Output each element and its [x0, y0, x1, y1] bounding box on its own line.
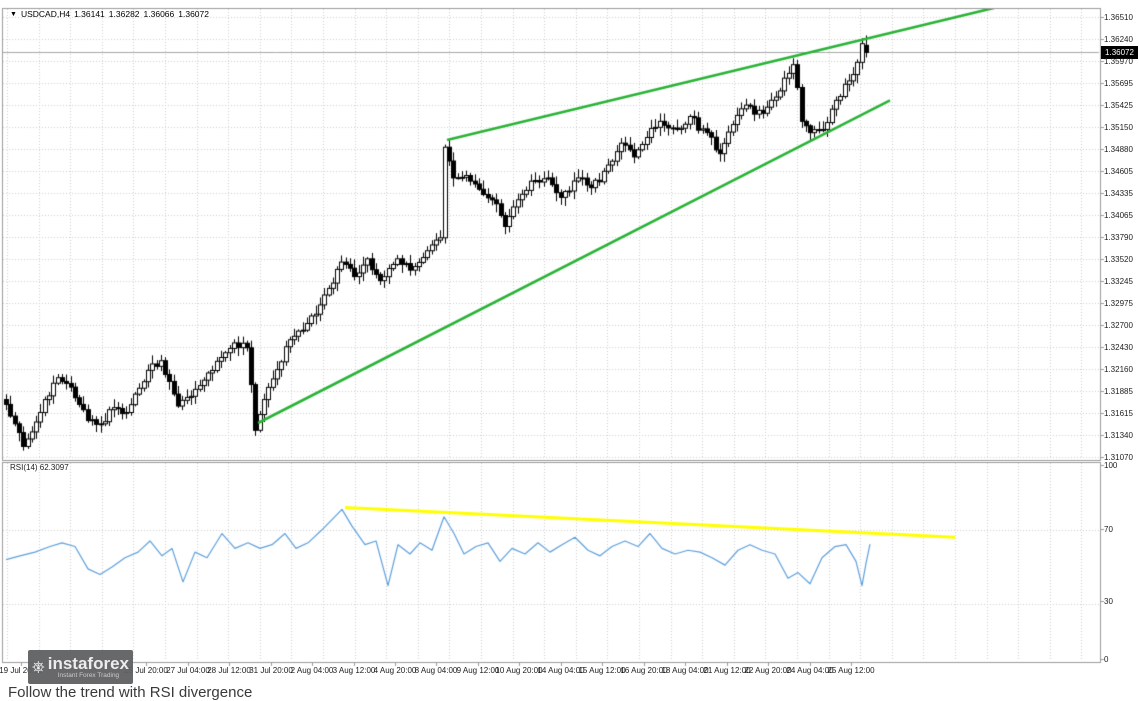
time-axis-label: 25 Jul 20:00 — [124, 666, 168, 675]
price-axis-label: 1.36510 — [1104, 13, 1133, 22]
collapse-arrow-icon[interactable]: ▼ — [10, 10, 17, 18]
instaforex-logo: instaforex Instant Forex Trading — [28, 650, 133, 684]
time-axis-label: 4 Aug 20:00 — [373, 666, 417, 675]
time-axis-label: 27 Jul 04:00 — [166, 666, 210, 675]
price-axis-label: 1.35150 — [1104, 123, 1133, 132]
symbol-period-label: USDCAD,H4 — [20, 9, 71, 19]
price-axis-label: 1.35695 — [1104, 79, 1133, 88]
rsi-scale-label: 100 — [1104, 461, 1118, 470]
article-caption: Follow the trend with RSI divergence — [8, 684, 253, 701]
price-axis-label: 1.31340 — [1104, 431, 1133, 440]
price-axis-label: 1.31885 — [1104, 387, 1133, 396]
price-axis-label: 1.34335 — [1104, 189, 1133, 198]
price-axis-label: 1.31070 — [1104, 453, 1133, 462]
current-price-badge: 1.36072 — [1101, 46, 1138, 59]
time-axis-label: 9 Aug 12:00 — [456, 666, 500, 675]
logo-brand-text: instaforex — [47, 653, 129, 673]
ohlc-close: 1.36072 — [178, 9, 209, 19]
time-axis-label: 18 Aug 04:00 — [661, 666, 709, 675]
ohlc-low: 1.36066 — [143, 9, 175, 19]
price-axis-label: 1.33245 — [1104, 277, 1133, 286]
price-axis-label: 1.34065 — [1104, 211, 1133, 220]
time-axis-label: 19 Jul 20:00 — [0, 666, 43, 675]
price-axis-label: 1.31615 — [1104, 409, 1133, 418]
rsi-indicator-label: RSI(14) 62.3097 — [10, 463, 69, 472]
price-axis-label: 1.32700 — [1104, 321, 1133, 330]
instaforex-gear-icon — [32, 661, 45, 673]
rsi-scale-label: 70 — [1104, 525, 1113, 534]
rsi-scale-label: 30 — [1104, 597, 1113, 606]
chart-header: ▼ USDCAD,H4 1.36141 1.36282 1.36066 1.36… — [10, 9, 209, 19]
price-axis-label: 1.32160 — [1104, 365, 1133, 374]
price-axis-label: 1.34605 — [1104, 167, 1133, 176]
ohlc-high: 1.36282 — [108, 9, 140, 19]
logo-tagline-text: Instant Forex Trading — [57, 671, 120, 679]
time-axis-label: 28 Jul 12:00 — [207, 666, 251, 675]
price-axis-label: 1.36240 — [1104, 35, 1133, 44]
price-axis-label: 1.32430 — [1104, 343, 1133, 352]
time-axis-label: 8 Aug 04:00 — [414, 666, 458, 675]
time-axis-label: 21 Aug 12:00 — [703, 666, 751, 675]
time-axis-label: 24 Aug 04:00 — [786, 666, 834, 675]
time-axis-label: 25 Aug 12:00 — [827, 666, 875, 675]
price-axis-label: 1.33790 — [1104, 233, 1133, 242]
time-axis-label: 31 Jul 20:00 — [249, 666, 293, 675]
ohlc-open: 1.36141 — [74, 9, 105, 19]
time-axis-label: 10 Aug 20:00 — [495, 666, 543, 675]
time-axis-label: 22 Aug 20:00 — [744, 666, 792, 675]
time-axis-label: 15 Aug 12:00 — [578, 666, 626, 675]
time-axis-label: 2 Aug 04:00 — [290, 666, 334, 675]
price-axis-label: 1.32975 — [1104, 299, 1133, 308]
price-axis-label: 1.33520 — [1104, 255, 1133, 264]
rsi-scale-label: 0 — [1104, 655, 1109, 664]
time-axis-label: 3 Aug 12:00 — [332, 666, 376, 675]
price-axis-label: 1.34880 — [1104, 145, 1133, 154]
price-axis-label: 1.35425 — [1104, 101, 1133, 110]
time-axis-label: 16 Aug 20:00 — [620, 666, 668, 675]
price-axis-label: 1.35970 — [1104, 57, 1133, 66]
time-axis-label: 14 Aug 04:00 — [537, 666, 585, 675]
